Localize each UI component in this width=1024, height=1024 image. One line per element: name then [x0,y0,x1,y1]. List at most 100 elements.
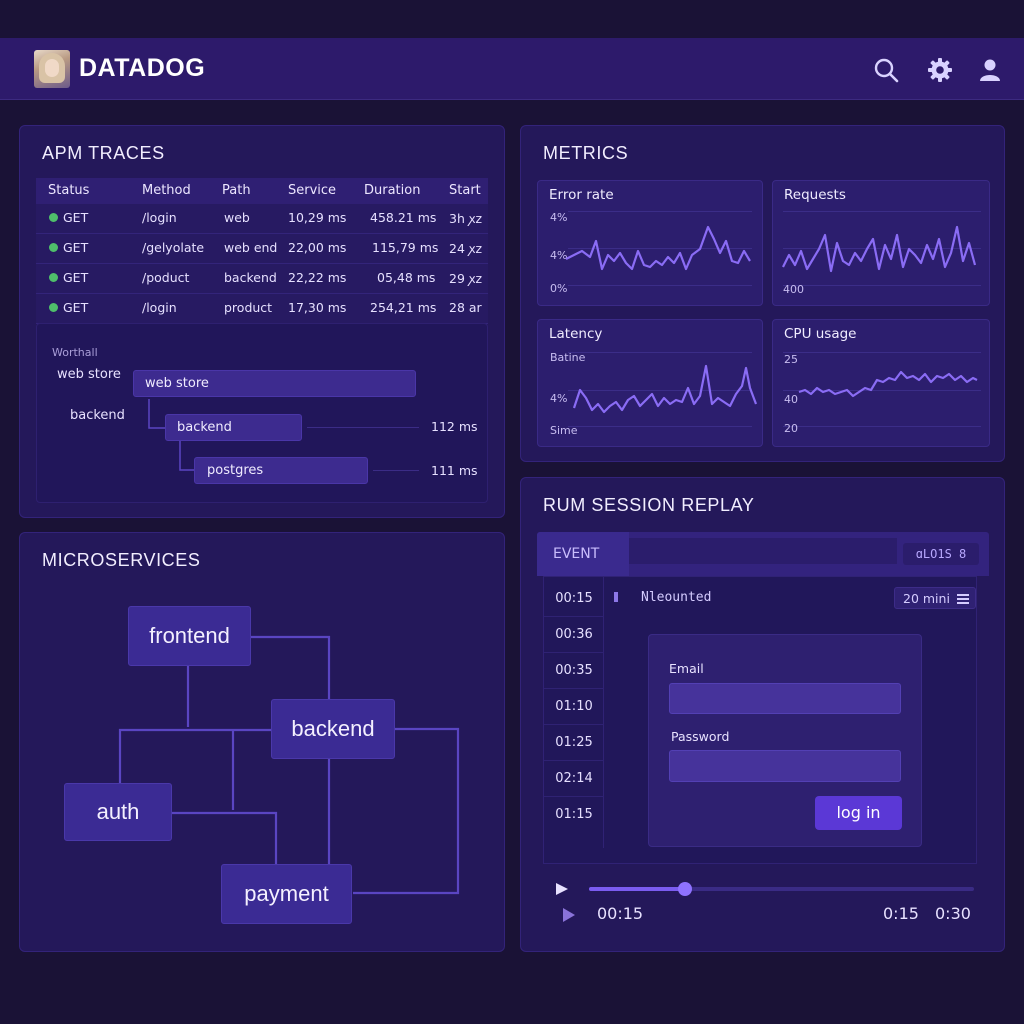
trace-waterfall: Worthall web store web store backend bac… [36,323,488,503]
column-header[interactable]: Path [222,183,251,198]
service-cell: product [224,300,273,315]
duration-chip[interactable]: 20 mini [894,587,976,609]
status-cell: GET [49,210,88,225]
service-cell: web [224,210,250,225]
service-node-auth[interactable]: auth [64,783,172,841]
span-duration-line [373,470,419,471]
password-field[interactable] [669,750,901,782]
duration-cell: 115,79 ms [372,240,439,255]
panel-title: MICROSERVICES [42,550,201,570]
axis-label: Batine [550,351,586,364]
path-cell: /login [142,210,177,225]
metric-title: Error rate [549,187,614,203]
service-time-cell: 22,22 ms [288,270,347,285]
menu-icon [957,594,969,604]
duration-cell: 05,48 ms [377,270,436,285]
timeline-entry[interactable]: 00:36 [544,617,604,653]
start-cell: 3h ꭗz [449,211,483,226]
apm-traces-panel: APM TRACES Status Method Path Service Du… [19,125,505,518]
email-label: Email [669,661,704,676]
duration-chip-label: 20 mini [903,591,950,606]
span-duration: 112 ms [431,419,478,434]
span-label: backend [70,408,125,423]
event-name: Nleounted [641,590,712,605]
event-marker-icon [614,592,618,602]
requests-sparkline [782,225,977,273]
axis-label: Sime [550,424,578,437]
gridline [783,248,981,249]
user-icon[interactable] [976,56,1004,84]
login-button[interactable]: log in [815,796,902,830]
event-header: EVENT ɑLO1S 8 [537,532,989,576]
gridline [568,390,752,391]
status-ok-icon [49,213,58,222]
timeline-entry[interactable]: 01:15 [555,807,593,822]
column-header[interactable]: Duration [364,183,421,198]
span-bar-backend[interactable]: backend [165,414,302,441]
column-header[interactable]: Start [449,183,481,198]
table-row[interactable]: GET /gelyolate web end 22,00 ms 115,79 m… [36,234,488,264]
microservices-panel: MICROSERVICES frontend backend auth paym… [19,532,505,952]
gear-icon[interactable] [926,56,954,84]
gridline [568,211,752,212]
column-header[interactable]: Service [288,183,337,198]
gridline [568,248,752,249]
axis-label: 4% [550,249,568,262]
axis-label: 0% [550,282,568,295]
metric-card-cpu-usage[interactable]: CPU usage 25 40 20 [772,319,990,447]
span-duration-line [307,427,419,428]
timeline-entry[interactable]: 01:10 [544,689,604,725]
metric-card-latency[interactable]: Latency Batine 4% Sime [537,319,763,447]
panel-title: METRICS [543,143,629,163]
table-row[interactable]: GET /login web 10,29 ms 458.21 ms 3h ꭗz [36,204,488,234]
password-label: Password [671,729,730,744]
latency-sparkline [572,364,758,414]
service-node-frontend[interactable]: frontend [128,606,251,666]
event-search-bar[interactable] [629,538,897,564]
search-icon[interactable] [872,56,900,84]
playback-scrubber[interactable] [678,882,693,896]
playback-track[interactable] [589,882,974,896]
service-node-backend[interactable]: backend [271,699,395,759]
service-cell: backend [224,270,277,285]
metric-card-error-rate[interactable]: Error rate 4% 4% 0% [537,180,763,306]
timeline-entry[interactable]: 01:25 [544,725,604,761]
start-cell: 24 ꭗz [449,241,483,256]
play-button-icon[interactable] [561,906,577,924]
error-rate-sparkline [565,225,751,271]
service-cell: web end [224,240,278,255]
span-bar-postgres[interactable]: postgres [194,457,368,484]
email-field[interactable] [669,683,901,714]
logo [34,50,70,88]
table-row[interactable]: GET /login product 17,30 ms 254,21 ms 28… [36,294,488,324]
service-time-cell: 17,30 ms [288,300,347,315]
timeline-entry[interactable]: 00:35 [544,653,604,689]
current-time: 00:15 [597,904,644,923]
event-tab[interactable]: EVENT [537,532,629,576]
duration-cell: 254,21 ms [370,300,437,315]
column-header[interactable]: Status [48,183,90,198]
status-ok-icon [49,243,58,252]
service-time-cell: 10,29 ms [288,210,347,225]
gridline [783,390,981,391]
timeline-entry[interactable]: 00:15 [544,581,604,617]
metric-title: CPU usage [784,326,857,342]
span-bar-web-store[interactable]: web store [133,370,416,397]
duration-cell: 458.21 ms [370,210,437,225]
metric-card-requests[interactable]: Requests 400 [772,180,990,306]
table-row[interactable]: GET /poduct backend 22,22 ms 05,48 ms 29… [36,264,488,294]
column-header[interactable]: Method [142,183,191,198]
play-icon[interactable] [554,881,570,897]
panel-title: RUM SESSION REPLAY [543,495,755,515]
axis-label: 4% [550,392,568,405]
timeline-entry[interactable]: 02:14 [544,761,604,797]
gridline [568,352,752,353]
service-node-payment[interactable]: payment [221,864,352,924]
gridline [783,352,981,353]
path-cell: /gelyolate [142,240,205,255]
gridline [568,285,752,286]
start-cell: 29 ꭗz [449,271,483,286]
panel-title: APM TRACES [42,143,165,163]
axis-label: 25 [784,353,798,366]
playback-position: 0:15 [883,904,919,923]
